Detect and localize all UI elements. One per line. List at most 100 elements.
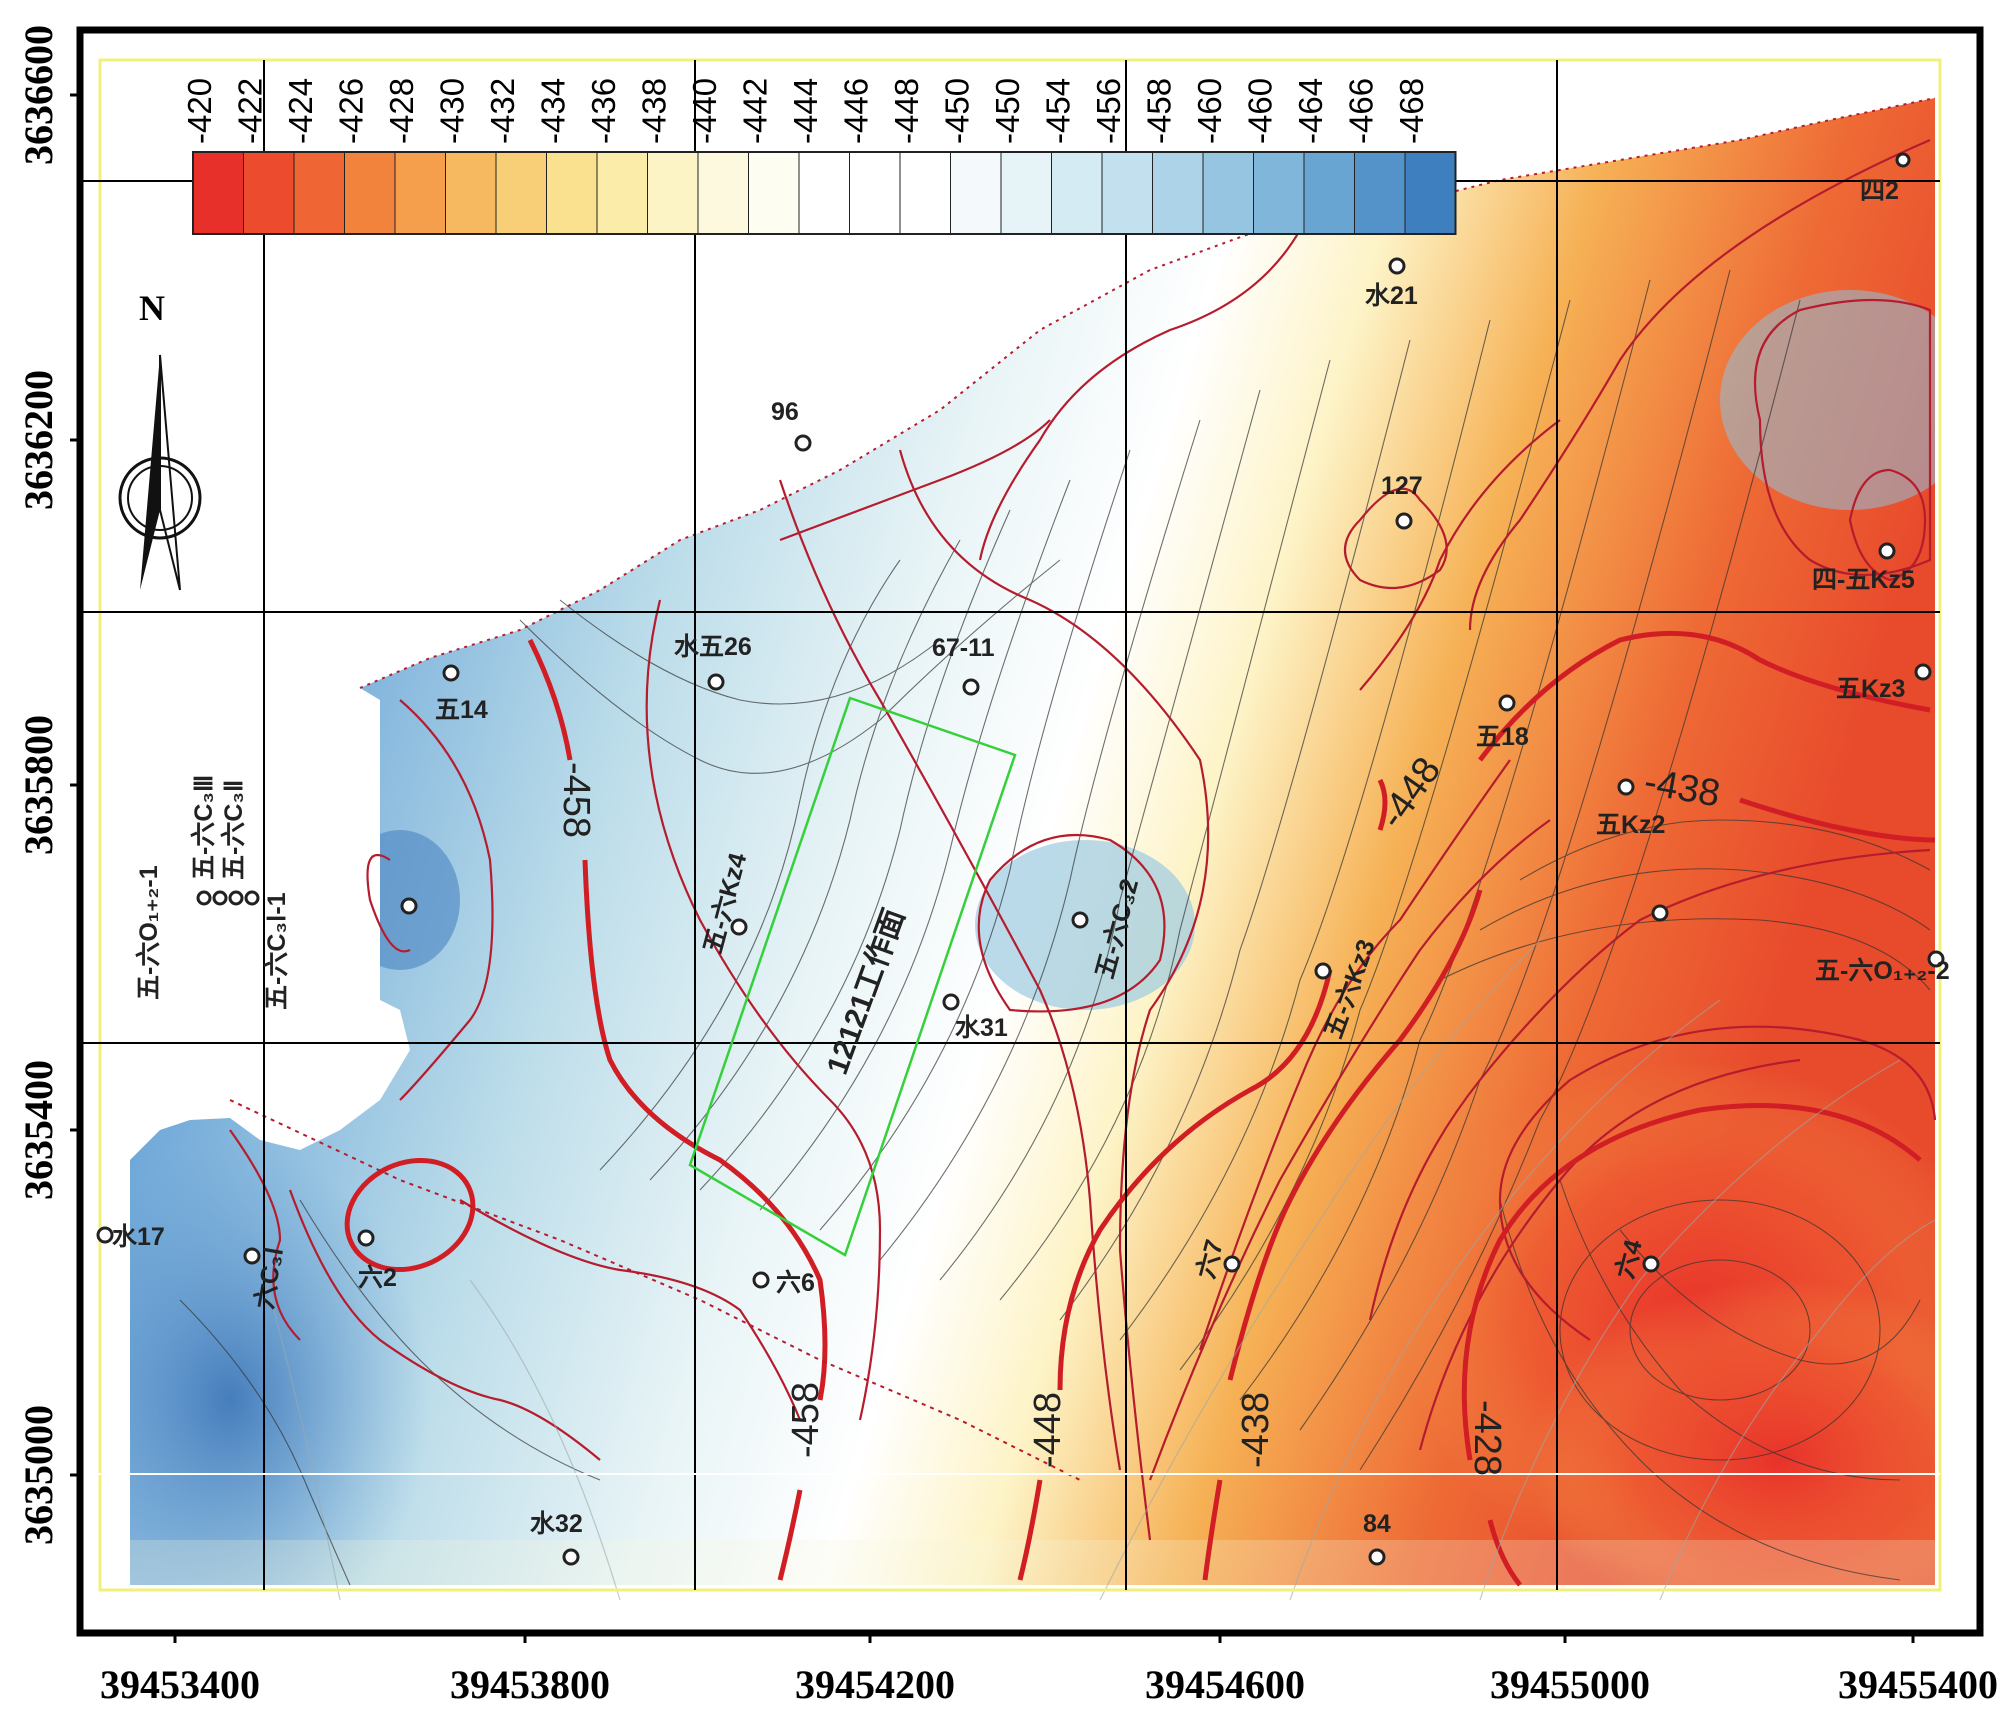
legend-label: -456 — [1090, 78, 1127, 144]
legend-swatch — [445, 151, 497, 235]
well-label: 五14 — [435, 696, 488, 724]
x-axis: 39453400 39453800 39454200 39454600 39455000… — [100, 1633, 1998, 1707]
x-tick-label: 39454200 — [795, 1662, 955, 1707]
y-tick-label: 3635000 — [16, 1405, 61, 1545]
faint-contours — [259, 929, 1936, 1601]
contour-label: -438 — [1235, 1392, 1277, 1468]
contour-label: -458 — [785, 1382, 827, 1458]
x-tick-label: 39454600 — [1145, 1662, 1305, 1707]
well-label: 127 — [1381, 472, 1423, 500]
well-label: 五Kz2 — [1596, 811, 1665, 839]
legend-swatch — [798, 151, 850, 235]
legend-label: -454 — [1040, 78, 1077, 144]
legend-label: -450 — [989, 78, 1026, 144]
legend-swatch — [192, 151, 244, 235]
well-label: 84 — [1363, 1510, 1391, 1538]
legend-swatch — [697, 151, 749, 235]
well-label: 水31 — [955, 1014, 1008, 1042]
contour-label: -428 — [1466, 1400, 1508, 1476]
legend-swatch — [546, 151, 598, 235]
legend-swatch — [899, 151, 951, 235]
legend-label: -442 — [737, 78, 774, 144]
labeled-contours — [344, 630, 1936, 1587]
legend-label: -420 — [181, 78, 218, 144]
legend-label: -468 — [1393, 78, 1430, 144]
north-label: N — [139, 288, 165, 328]
legend-swatch — [495, 151, 547, 235]
well-label: 水32 — [530, 1510, 583, 1538]
well-label: 五-六C₃Ⅱ — [220, 780, 248, 880]
legend-label: -448 — [888, 78, 925, 144]
well-label: 六6 — [776, 1269, 815, 1297]
legend-label: -440 — [686, 78, 723, 144]
well-label: 水17 — [112, 1223, 165, 1251]
y-tick-label: 3635400 — [16, 1060, 61, 1200]
legend-label: -426 — [333, 78, 370, 144]
well-label: 水五26 — [674, 633, 752, 661]
data-extent-box — [98, 58, 1942, 1592]
legend-swatch — [849, 151, 901, 235]
x-tick-label: 39455400 — [1838, 1662, 1998, 1707]
legend-label: -450 — [939, 78, 976, 144]
north-arrow: N — [118, 288, 202, 591]
major-contours — [229, 138, 1937, 1541]
legend-swatch — [293, 151, 345, 235]
legend-label: -466 — [1343, 78, 1380, 144]
well-label: 四2 — [1860, 177, 1899, 205]
legend-label: -464 — [1292, 78, 1329, 144]
legend-label: -438 — [636, 78, 673, 144]
legend-label: -428 — [383, 78, 420, 144]
legend-swatch — [243, 151, 295, 235]
legend-swatch — [1000, 151, 1052, 235]
legend-swatch — [1051, 151, 1103, 235]
legend-swatch — [344, 151, 396, 235]
legend-label: -432 — [484, 78, 521, 144]
contour-label: -448 — [1027, 1392, 1069, 1468]
legend-swatch — [1253, 151, 1305, 235]
y-axis: 3636600 3636200 3635800 3635400 3635000 — [16, 25, 80, 1545]
legend-swatch — [1404, 151, 1456, 235]
map-frame — [76, 26, 1984, 1637]
legend-swatch — [748, 151, 800, 235]
y-tick-label: 3635800 — [16, 715, 61, 855]
well-label: 五-六O₁₊₂-2 — [1815, 957, 1950, 985]
legend-swatch — [1354, 151, 1406, 235]
x-tick-label: 39453400 — [100, 1662, 260, 1707]
well-label: 五18 — [1476, 723, 1529, 751]
well-label: 67-11 — [932, 634, 995, 662]
legend-swatch — [596, 151, 648, 235]
legend-swatch — [394, 151, 446, 235]
legend-label: -434 — [535, 78, 572, 144]
legend-swatch — [950, 151, 1002, 235]
legend-label: -446 — [838, 78, 875, 144]
legend-label: -460 — [1242, 78, 1279, 144]
well-label: 五-六C₃Ⅲ — [190, 775, 218, 880]
legend-swatch — [1202, 151, 1254, 235]
surface-fill — [130, 98, 1935, 1585]
y-tick-label: 3636200 — [16, 370, 61, 510]
well-label: 96 — [771, 398, 799, 426]
legend-label: -422 — [232, 78, 269, 144]
legend-label: -444 — [787, 78, 824, 144]
well-label: 五Kz3 — [1836, 675, 1905, 703]
legend-label: -436 — [585, 78, 622, 144]
legend-swatch — [1101, 151, 1153, 235]
legend-label: -430 — [434, 78, 471, 144]
y-tick-label: 3636600 — [16, 25, 61, 165]
contour-label: -458 — [555, 762, 597, 838]
well-label: 水21 — [1365, 282, 1418, 310]
legend-swatch — [647, 151, 699, 235]
legend-label: -460 — [1191, 78, 1228, 144]
x-tick-label: 39453800 — [450, 1662, 610, 1707]
well-label: 五-六O₁₊₂-1 — [135, 865, 163, 1000]
well-label: 五-六C₃Ⅰ-1 — [263, 892, 291, 1010]
legend-swatch — [1303, 151, 1355, 235]
color-legend: -420 -422 -424 -426 -428 -430 -432 -434 -436 -438… — [181, 78, 1457, 235]
x-tick-label: 39455000 — [1490, 1662, 1650, 1707]
well-markers — [96, 152, 1945, 1566]
legend-swatch — [1152, 151, 1204, 235]
well-label: 四-五Kz5 — [1812, 566, 1915, 594]
legend-label: -458 — [1141, 78, 1178, 144]
legend-label: -424 — [282, 78, 319, 144]
